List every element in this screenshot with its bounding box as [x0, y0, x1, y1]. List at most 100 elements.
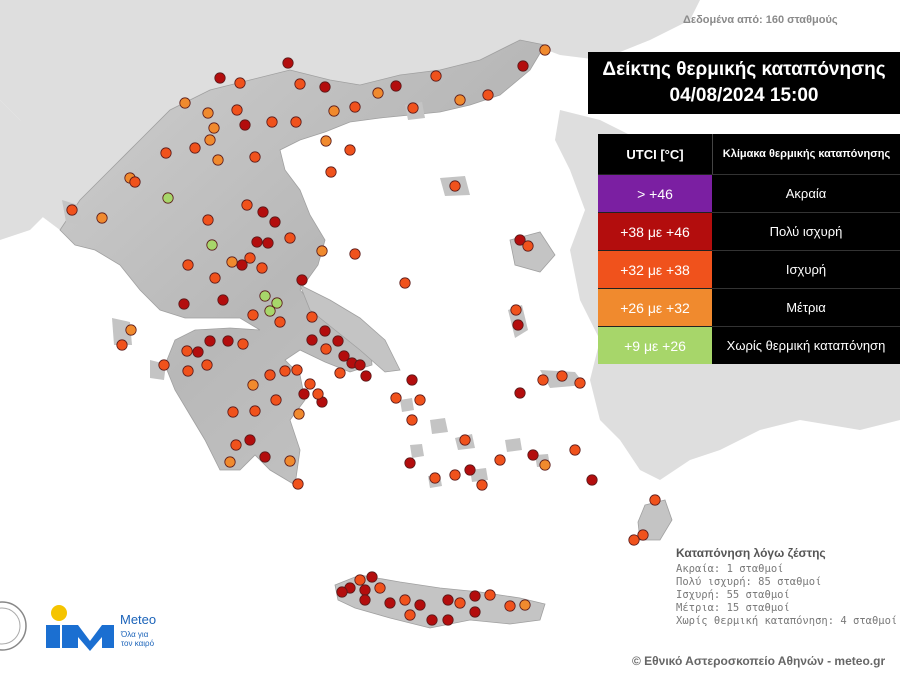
station-marker	[399, 594, 411, 606]
station-marker	[334, 367, 346, 379]
station-marker	[259, 290, 271, 302]
tagline-line-1: Όλα για	[121, 630, 149, 639]
station-marker	[259, 451, 271, 463]
legend-label: Πολύ ισχυρή	[712, 212, 900, 250]
station-marker	[298, 388, 310, 400]
station-marker	[512, 319, 524, 331]
meteo-logo-icon	[46, 605, 114, 651]
kefalonia-island	[112, 318, 132, 345]
station-marker	[234, 77, 246, 89]
legend-col-utci: UTCI [°C]	[598, 134, 713, 174]
station-marker	[338, 350, 350, 362]
station-marker	[430, 70, 442, 82]
station-marker	[257, 206, 269, 218]
station-marker	[336, 586, 348, 598]
station-marker	[284, 232, 296, 244]
station-marker	[226, 256, 238, 268]
station-marker	[264, 369, 276, 381]
stats-line: Ισχυρή: 55 σταθμοί	[676, 589, 790, 601]
station-marker	[96, 212, 108, 224]
station-marker	[204, 134, 216, 146]
station-marker	[230, 439, 242, 451]
station-marker	[209, 272, 221, 284]
station-marker	[251, 236, 263, 248]
station-marker	[189, 142, 201, 154]
station-marker	[236, 259, 248, 271]
legend-label: Χωρίς θερμική καταπόνηση	[712, 326, 900, 364]
station-marker	[522, 240, 534, 252]
evia-island	[299, 284, 401, 373]
legend-row: +38 με +46 Πολύ ισχυρή	[598, 212, 900, 250]
station-marker	[390, 392, 402, 404]
title-line-2: 04/08/2024 15:00	[669, 85, 819, 106]
station-marker	[442, 614, 454, 626]
station-marker	[224, 456, 236, 468]
station-marker	[222, 335, 234, 347]
station-marker	[332, 335, 344, 347]
station-marker	[406, 414, 418, 426]
station-marker	[270, 394, 282, 406]
station-marker	[442, 594, 454, 606]
station-marker	[202, 214, 214, 226]
rhodes-island	[637, 499, 673, 541]
neighbour-land-north	[0, 0, 700, 230]
station-marker	[249, 405, 261, 417]
station-marker	[182, 259, 194, 271]
crete-island	[334, 574, 546, 629]
station-marker	[349, 248, 361, 260]
meteo-logo-tagline: Όλα για τον καιρό	[121, 630, 154, 648]
station-marker	[586, 474, 598, 486]
station-marker	[231, 104, 243, 116]
station-marker	[484, 589, 496, 601]
legend-label: Ισχυρή	[712, 250, 900, 288]
station-marker	[514, 387, 526, 399]
observatory-seal-icon	[0, 601, 27, 651]
station-marker	[125, 324, 137, 336]
station-marker	[349, 101, 361, 113]
station-marker	[291, 364, 303, 376]
station-marker	[284, 455, 296, 467]
station-marker	[266, 116, 278, 128]
station-marker	[162, 192, 174, 204]
map-title: Δείκτης θερμικής καταπόνησης 04/08/2024 …	[588, 52, 900, 114]
station-marker	[306, 334, 318, 346]
legend-label: Μέτρια	[712, 288, 900, 326]
station-marker	[312, 388, 324, 400]
station-marker	[469, 606, 481, 618]
station-marker	[527, 449, 539, 461]
stats-title: Καταπόνηση λόγω ζέστης	[676, 546, 826, 560]
station-marker	[449, 469, 461, 481]
station-marker	[360, 370, 372, 382]
station-marker	[319, 81, 331, 93]
station-marker	[325, 166, 337, 178]
station-marker	[116, 339, 128, 351]
station-marker	[306, 311, 318, 323]
station-marker	[404, 457, 416, 469]
legend-col-scale: Κλίμακα θερμικής καταπόνησης	[722, 148, 891, 160]
station-marker	[256, 262, 268, 274]
station-marker	[181, 345, 193, 357]
station-marker	[519, 599, 531, 611]
station-marker	[241, 199, 253, 211]
legend: UTCI [°C] Κλίμακα θερμικής καταπόνησης >…	[598, 134, 900, 364]
legend-label: Ακραία	[712, 174, 900, 212]
station-marker	[294, 78, 306, 90]
legend-range: +38 με +46	[598, 212, 712, 250]
station-marker	[649, 494, 661, 506]
station-marker	[129, 176, 141, 188]
station-marker	[407, 102, 419, 114]
station-marker	[269, 216, 281, 228]
station-marker	[537, 374, 549, 386]
tagline-line-2: τον καιρό	[121, 639, 155, 648]
station-marker	[504, 600, 516, 612]
stats-line: Χωρίς θερμική καταπόνηση: 4 σταθμοί	[676, 615, 898, 627]
station-marker	[482, 89, 494, 101]
station-marker	[192, 346, 204, 358]
station-marker	[449, 180, 461, 192]
station-marker	[247, 379, 259, 391]
stats-line: Μέτρια: 15 σταθμοί	[676, 602, 790, 614]
station-marker	[182, 365, 194, 377]
station-marker	[262, 237, 274, 249]
station-marker	[390, 80, 402, 92]
station-marker	[414, 394, 426, 406]
